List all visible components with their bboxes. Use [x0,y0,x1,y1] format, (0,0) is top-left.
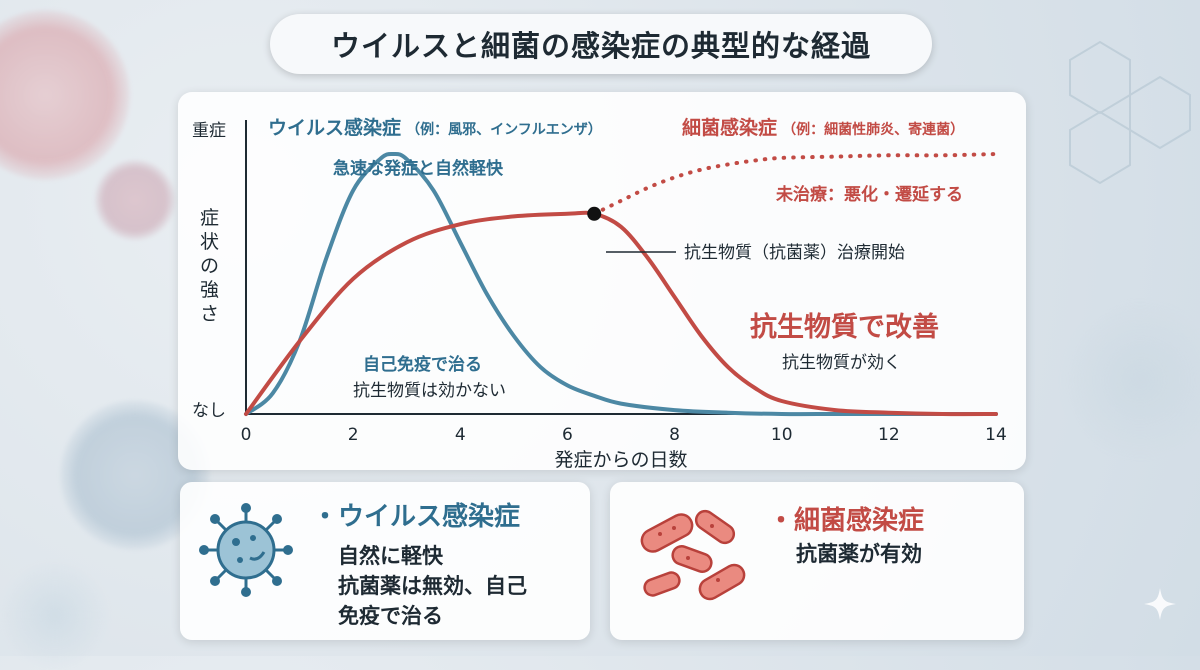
treatment-start-point [587,206,602,221]
virus-heading-main: ウイルス感染症 [268,116,401,139]
virus-card-line-3: 免疫で治る [338,604,443,628]
molecule-decoration [1069,40,1191,185]
virus-card-title: ・ウイルス感染症 [312,502,521,532]
y-bottom-label: なし [192,401,226,421]
x-tick-label: 2 [348,425,359,445]
virus-card-line-2: 抗菌薬は無効、自己 [338,574,527,598]
bacteria_untreated-series-line [592,152,998,216]
y-axis-title-char: 症 [200,207,219,229]
bacteria-summary-card: ・細菌感染症 抗菌薬が有効 [610,482,1024,640]
annotation-treatment-start: 抗生物質（抗菌薬）治療開始 [684,243,905,263]
annotation-treated-sub: 抗生物質が効く [782,353,901,373]
virus-series-heading: ウイルス感染症 （例：風邪、インフルエンザ） [268,116,602,139]
background-cell-left [95,160,175,240]
annotation-untreated: 未治療：悪化・遷延する [775,184,963,205]
annotation-virus-peak: 急速な発症と自然軽快 [333,158,504,179]
y-axis-title-char: 状 [200,231,219,253]
background-cell-bottom [0,560,110,670]
annotation-virus-recovery-1: 自己免疫で治る [363,354,482,375]
x-tick-label: 12 [878,425,900,445]
x-tick-label: 4 [455,425,466,445]
background-cell-top-left [0,10,130,180]
bacteria-heading-example: （例：細菌性肺炎、寄連菌） [782,121,964,138]
x-tick-label: 8 [669,425,680,445]
x-tick-label: 14 [985,425,1007,445]
bacteria-card-title: ・細菌感染症 [768,506,925,536]
y-top-label: 重症 [192,121,226,141]
y-axis-title-char: の [200,255,219,277]
chart-panel: 0 2 4 6 8 10 12 14 重症 なし 症状の強さ 発症からの日数 ウイルス感染症 … [178,92,1026,471]
y-axis-title-char: 強 [200,279,219,301]
y-axis-title-char: さ [200,303,219,325]
background-cell-right [1060,300,1200,460]
annotation-virus-recovery-2: 抗生物質は効かない [353,381,506,401]
virus-heading-example: （例：風邪、インフルエンザ） [406,121,602,138]
virus-summary-card: ・ウイルス感染症 自然に軽快 抗菌薬は無効、自己 免疫で治る [180,482,590,640]
bacteria-series-heading: 細菌感染症 （例：細菌性肺炎、寄連菌） [682,116,964,139]
annotation-treated-main: 抗生物質で改善 [750,311,939,343]
bacteria-heading-main: 細菌感染症 [682,116,777,139]
sparkle-icon [1144,588,1176,620]
x-axis-title: 発症からの日数 [554,449,687,470]
bacteria-card-line-1: 抗菌薬が有効 [796,542,922,566]
virus-series-line [244,151,998,417]
x-tick-label: 10 [771,425,793,445]
x-tick-label: 6 [562,425,573,445]
bacteria-icon [640,509,746,601]
virus-card-line-1: 自然に軽快 [338,544,443,568]
x-ticks: 0 2 4 6 8 10 12 14 [241,425,1007,445]
page-title: ウイルスと細菌の感染症の典型的な経過 [270,14,932,74]
x-tick-label: 0 [241,425,252,445]
virus-icon [199,503,293,597]
